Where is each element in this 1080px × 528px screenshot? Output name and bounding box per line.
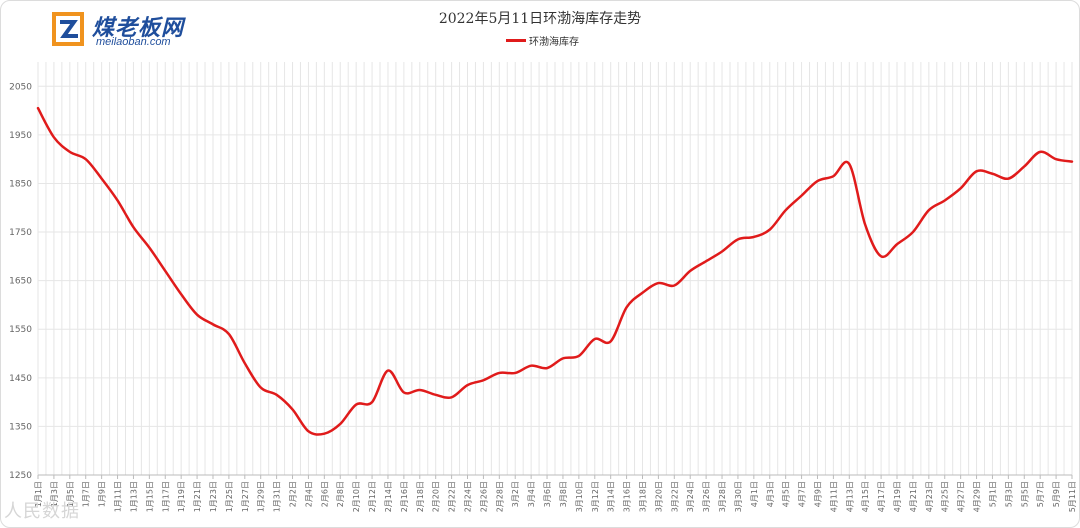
x-tick-label: 5月5日 <box>1020 481 1029 507</box>
logo-mark-icon <box>52 12 84 46</box>
x-tick-label: 2月24日 <box>464 481 473 512</box>
legend-line-swatch <box>506 39 526 42</box>
y-tick-label: 1250 <box>9 471 32 481</box>
x-tick-label: 4月25日 <box>941 481 950 512</box>
x-tick-label: 2月14日 <box>384 481 393 512</box>
x-tick-label: 4月13日 <box>845 481 854 512</box>
x-tick-label: 2月20日 <box>432 481 441 512</box>
x-tick-label: 1月5日 <box>66 481 75 507</box>
y-tick-label: 1850 <box>9 179 32 189</box>
x-tick-label: 1月23日 <box>209 481 218 512</box>
x-tick-label: 1月11日 <box>114 481 123 512</box>
x-tick-label: 3月22日 <box>670 481 679 512</box>
x-tick-label: 4月9日 <box>813 481 822 507</box>
x-tick-label: 1月25日 <box>225 481 234 512</box>
x-tick-label: 1月27日 <box>241 481 250 512</box>
x-tick-label: 1月1日 <box>34 481 43 507</box>
y-tick-label: 1550 <box>9 325 32 335</box>
watermark: 人民数据 <box>4 501 80 522</box>
x-tick-label: 1月3日 <box>50 481 59 507</box>
x-tick-label: 3月6日 <box>543 481 552 507</box>
x-tick-label: 2月28日 <box>495 481 504 512</box>
brand-logo: 煤老板网 meilaoban.com <box>52 10 222 50</box>
x-tick-label: 5月3日 <box>1004 481 1013 507</box>
x-tick-label: 4月15日 <box>861 481 870 512</box>
x-tick-label: 4月27日 <box>957 481 966 512</box>
x-tick-label: 1月17日 <box>161 481 170 512</box>
x-tick-label: 5月7日 <box>1036 481 1045 507</box>
x-tick-label: 3月12日 <box>591 481 600 512</box>
x-tick-label: 4月19日 <box>893 481 902 512</box>
y-tick-label: 1350 <box>9 422 32 432</box>
x-tick-label: 3月2日 <box>511 481 520 507</box>
x-tick-label: 2月12日 <box>368 481 377 512</box>
x-tick-label: 4月21日 <box>909 481 918 512</box>
x-tick-label: 2月10日 <box>352 481 361 512</box>
x-tick-label: 3月26日 <box>702 481 711 512</box>
chart-title: 2022年5月11日环渤海库存走势 <box>438 11 642 27</box>
x-tick-label: 3月10日 <box>575 481 584 512</box>
legend-label: 环渤海库存 <box>529 37 579 48</box>
logo-name-cn: 煤老板网 <box>92 16 185 41</box>
x-tick-label: 4月29日 <box>973 481 982 512</box>
x-tick-label: 2月6日 <box>320 481 329 507</box>
x-tick-label: 1月15日 <box>145 481 154 512</box>
x-tick-label: 4月17日 <box>877 481 886 512</box>
x-tick-label: 3月18日 <box>638 481 647 512</box>
x-tick-label: 3月4日 <box>527 481 536 507</box>
x-tick-label: 3月14日 <box>607 481 616 512</box>
y-tick-label: 1950 <box>9 131 32 141</box>
y-tick-label: 1750 <box>9 228 32 238</box>
x-tick-label: 3月16日 <box>623 481 632 512</box>
x-tick-label: 1月29日 <box>257 481 266 512</box>
x-tick-label: 3月8日 <box>559 481 568 507</box>
x-tick-label: 5月9日 <box>1052 481 1061 507</box>
x-tick-label: 4月7日 <box>798 481 807 507</box>
y-tick-label: 1650 <box>9 277 32 287</box>
x-tick-label: 2月18日 <box>416 481 425 512</box>
x-tick-label: 4月5日 <box>782 481 791 507</box>
x-tick-label: 2月4日 <box>304 481 313 507</box>
x-tick-label: 2月26日 <box>479 481 488 512</box>
x-tick-label: 4月11日 <box>829 481 838 512</box>
series-line <box>36 106 1074 436</box>
x-tick-label: 5月1日 <box>988 481 997 507</box>
x-tick-label: 3月24日 <box>686 481 695 512</box>
x-tick-label: 1月19日 <box>177 481 186 512</box>
x-tick-label: 2月2日 <box>289 481 298 507</box>
x-tick-label: 4月1日 <box>750 481 759 507</box>
x-tick-label: 4月23日 <box>925 481 934 512</box>
y-tick-label: 2050 <box>9 82 32 92</box>
x-tick-label: 2月16日 <box>400 481 409 512</box>
x-tick-label: 1月31日 <box>273 481 282 512</box>
chart-legend[interactable]: 环渤海库存 <box>506 33 579 48</box>
x-tick-label: 3月28日 <box>718 481 727 512</box>
x-tick-label: 2月22日 <box>448 481 457 512</box>
x-tick-label: 3月20日 <box>654 481 663 512</box>
x-tick-label: 5月11日 <box>1068 481 1077 512</box>
x-tick-label: 1月21日 <box>193 481 202 512</box>
x-tick-label: 3月30日 <box>734 481 743 512</box>
x-tick-label: 1月7日 <box>82 481 91 507</box>
x-tick-label: 4月3日 <box>766 481 775 507</box>
x-tick-label: 1月9日 <box>98 481 107 507</box>
x-tick-label: 2月8日 <box>336 481 345 507</box>
logo-name-en: meilaoban.com <box>96 36 171 48</box>
x-tick-label: 1月13日 <box>129 481 138 512</box>
y-tick-label: 1450 <box>9 374 32 384</box>
